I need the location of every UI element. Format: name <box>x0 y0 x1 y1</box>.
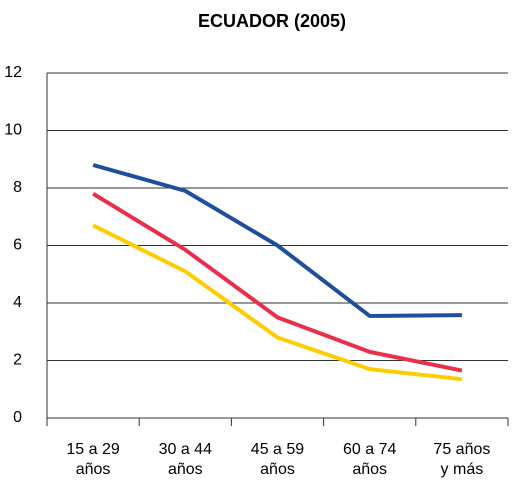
y-tick-label: 10 <box>4 122 22 139</box>
x-tick-label: 15 a 29 años <box>66 441 120 478</box>
series-line <box>92 192 463 373</box>
x-tick-label: 60 a 74 años <box>342 441 397 478</box>
x-tick-label: 75 años y más <box>433 441 491 478</box>
y-tick-label: 12 <box>4 64 22 81</box>
chart-title: ECUADOR (2005) <box>198 11 346 31</box>
y-tick-label: 0 <box>13 409 22 426</box>
x-tick-label: 30 a 44 años <box>158 441 212 478</box>
y-tick-label: 6 <box>13 237 22 254</box>
y-tick-label: 2 <box>13 352 22 369</box>
series-line <box>92 163 462 318</box>
series-line <box>92 223 463 382</box>
y-tick-label: 8 <box>13 179 22 196</box>
y-tick-label: 4 <box>13 294 22 311</box>
x-tick-label: 45 a 59 años <box>250 441 305 478</box>
